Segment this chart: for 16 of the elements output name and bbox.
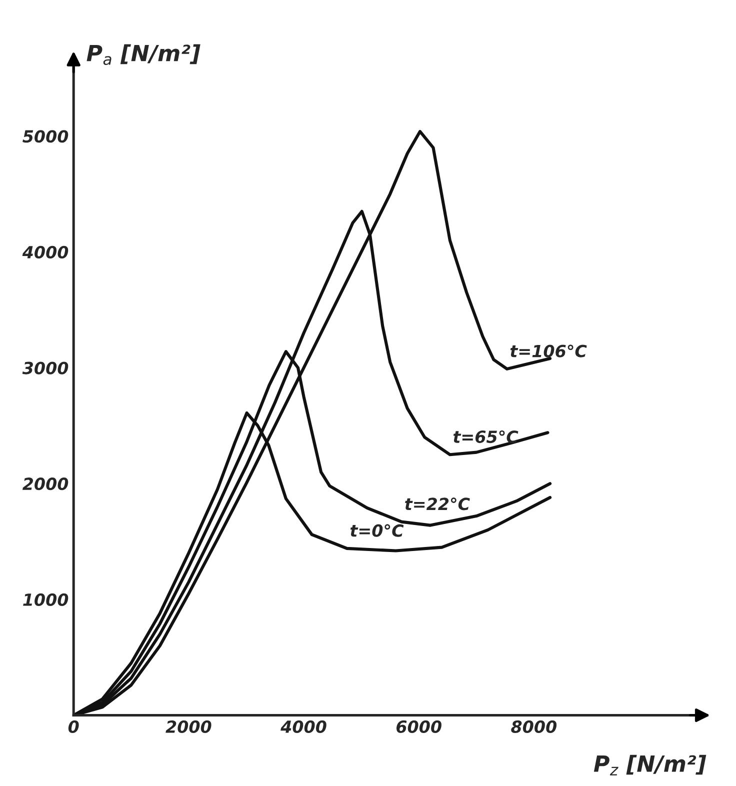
annotation: t=65°C (453, 430, 518, 444)
y-tick-label: 3000 (22, 362, 68, 374)
y-tick-label: 5000 (22, 130, 68, 143)
annotation: t=106°C (510, 344, 587, 358)
y-axis-title: P$_{a}$ [N/m²] (86, 44, 200, 66)
x-axis-title: P$_{z}$ [N/m²] (594, 754, 706, 776)
annotation: t=22°C (405, 498, 470, 510)
y-tick-label: 2000 (22, 478, 68, 490)
x-tick-label: 4000 (280, 720, 326, 734)
x-tick-label: 2000 (166, 720, 212, 734)
x-tick-label: 0 (68, 720, 79, 734)
x-tick-label: 8000 (511, 720, 557, 734)
x-tick-label: 6000 (396, 720, 442, 734)
y-tick-label: 4000 (22, 246, 68, 259)
annotation: t=0°C (350, 524, 404, 537)
y-tick-label: 1000 (23, 593, 68, 606)
